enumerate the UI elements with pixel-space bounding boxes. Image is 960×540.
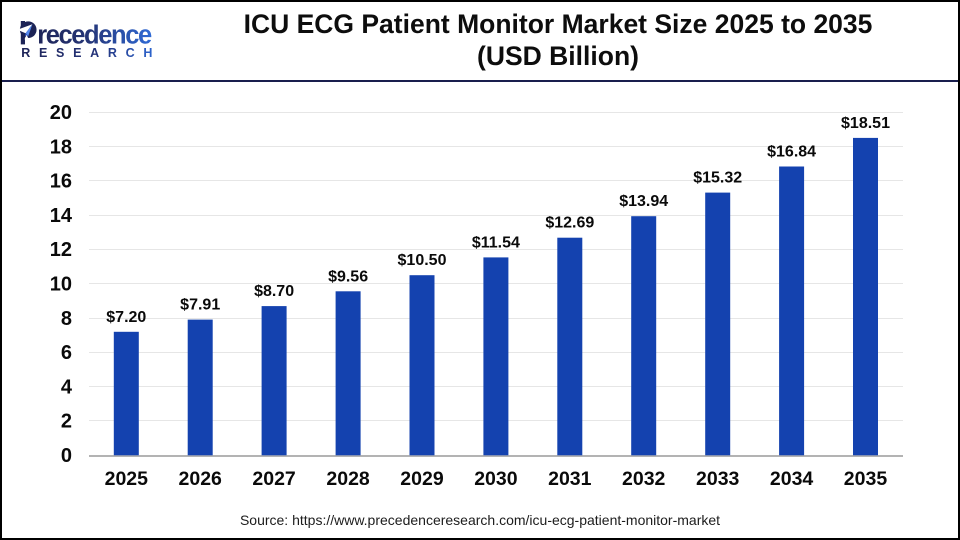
svg-text:2026: 2026 xyxy=(179,468,223,490)
svg-text:2025: 2025 xyxy=(105,468,149,490)
svg-text:$12.69: $12.69 xyxy=(545,215,594,232)
svg-text:$16.84: $16.84 xyxy=(767,144,816,161)
svg-text:0: 0 xyxy=(61,445,72,467)
svg-text:$15.32: $15.32 xyxy=(693,170,742,187)
svg-text:2034: 2034 xyxy=(770,468,814,490)
svg-text:10: 10 xyxy=(50,274,72,296)
svg-text:2032: 2032 xyxy=(622,468,666,490)
svg-text:$7.20: $7.20 xyxy=(106,309,146,326)
svg-text:$7.91: $7.91 xyxy=(180,297,220,314)
svg-text:2029: 2029 xyxy=(400,468,444,490)
svg-text:2027: 2027 xyxy=(252,468,295,490)
svg-text:$10.50: $10.50 xyxy=(398,252,447,269)
svg-text:$13.94: $13.94 xyxy=(619,193,668,210)
svg-text:$8.70: $8.70 xyxy=(254,283,294,300)
svg-text:16: 16 xyxy=(50,171,72,193)
svg-text:2: 2 xyxy=(61,411,72,433)
svg-text:2028: 2028 xyxy=(326,468,370,490)
svg-text:RESEARCH: RESEARCH xyxy=(21,46,161,60)
svg-text:20: 20 xyxy=(50,102,72,124)
svg-text:2030: 2030 xyxy=(474,468,518,490)
svg-text:$18.51: $18.51 xyxy=(841,115,890,132)
svg-text:$9.56: $9.56 xyxy=(328,268,368,285)
svg-text:2033: 2033 xyxy=(696,468,740,490)
svg-text:$11.54: $11.54 xyxy=(472,234,520,251)
svg-text:2035: 2035 xyxy=(844,468,888,490)
svg-text:12: 12 xyxy=(50,239,72,261)
svg-text:recedence: recedence xyxy=(37,22,152,50)
svg-text:2031: 2031 xyxy=(548,468,592,490)
svg-text:14: 14 xyxy=(50,205,73,227)
svg-text:8: 8 xyxy=(61,308,72,330)
svg-text:18: 18 xyxy=(50,136,72,158)
svg-text:6: 6 xyxy=(61,342,72,364)
svg-text:4: 4 xyxy=(61,376,73,398)
